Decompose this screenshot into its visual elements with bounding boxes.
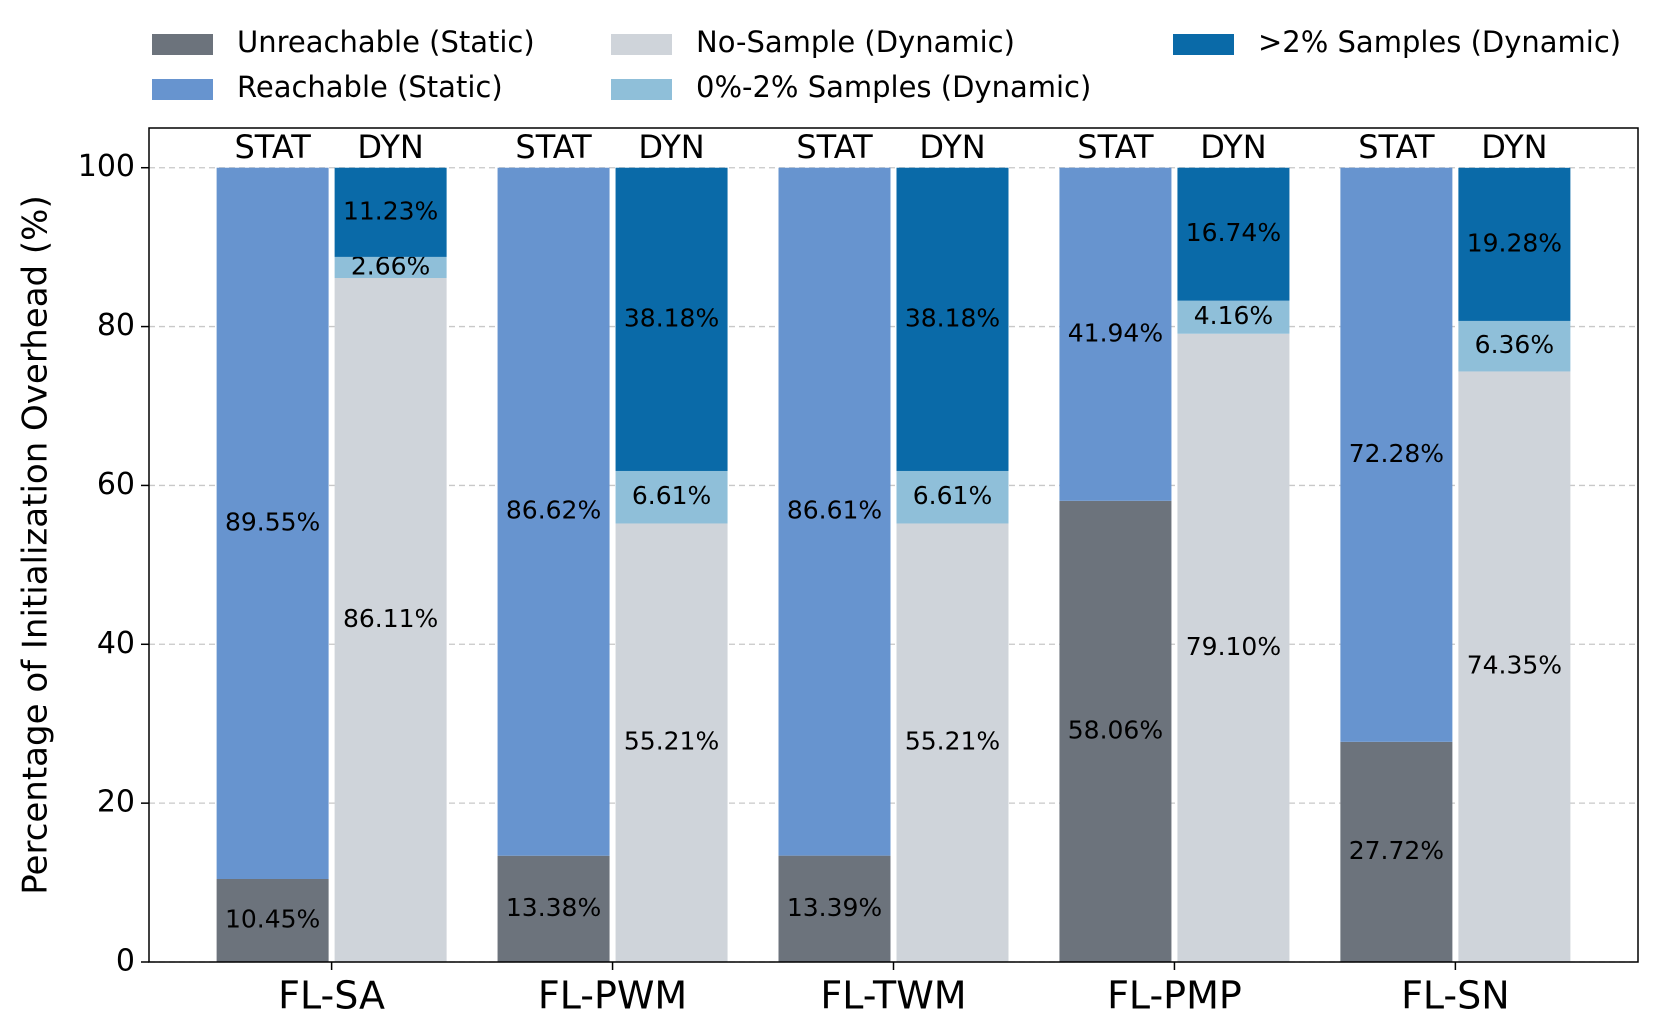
bar-segment [778, 167, 891, 856]
bar-segment [1177, 300, 1290, 334]
value-label: 19.28% [1467, 228, 1562, 257]
value-label: 38.18% [905, 303, 1000, 332]
bar-segment [896, 523, 1009, 962]
stack-label: DYN [357, 128, 423, 166]
y-axis-label: Percentage of Initialization Overhead (%… [16, 195, 56, 895]
value-label: 79.10% [1186, 632, 1281, 661]
value-label: 89.55% [225, 507, 320, 536]
y-tick-label: 60 [97, 467, 135, 502]
value-label: 86.62% [506, 496, 601, 525]
legend-label: No-Sample (Dynamic) [696, 25, 1015, 59]
stack-label: DYN [1481, 128, 1547, 166]
bar-segment [778, 855, 891, 962]
value-label: 13.39% [787, 893, 882, 922]
legend-label: >2% Samples (Dynamic) [1258, 25, 1621, 59]
legend-swatch [611, 34, 672, 55]
stack-label: DYN [638, 128, 704, 166]
stack-label: STAT [1358, 128, 1435, 166]
legend-swatch [152, 34, 213, 55]
bar-segment [1177, 333, 1290, 963]
value-label: 74.35% [1467, 651, 1562, 680]
value-label: 27.72% [1349, 836, 1444, 865]
legend-label: Unreachable (Static) [237, 25, 535, 59]
value-label: 38.18% [624, 303, 719, 332]
bar-segment [334, 167, 447, 257]
bar-segment [216, 167, 329, 879]
bar-segment [896, 470, 1009, 524]
value-label: 16.74% [1186, 218, 1281, 247]
legend-swatch [611, 79, 672, 100]
bar-segment [1059, 500, 1172, 962]
value-label: 13.38% [506, 893, 601, 922]
bar-segment [497, 167, 610, 856]
y-tick-label: 100 [78, 149, 135, 184]
x-tick-label: FL-PWM [538, 974, 687, 1018]
value-label: 11.23% [343, 196, 438, 225]
plot-frame [148, 127, 1639, 963]
bar-segment [1458, 320, 1571, 372]
stack-label: STAT [234, 128, 311, 166]
bar-segment [334, 278, 447, 963]
bar-segment [615, 167, 728, 471]
bar-segment [497, 855, 610, 962]
stack-label: STAT [1077, 128, 1154, 166]
bar-segment [1340, 741, 1453, 962]
x-tick-label: FL-PMP [1107, 974, 1242, 1018]
value-label: 6.61% [632, 481, 711, 510]
y-tick-label: 20 [97, 785, 135, 820]
value-label: 6.36% [1475, 330, 1554, 359]
value-label: 4.16% [1194, 301, 1273, 330]
bar-segment [1340, 167, 1453, 742]
stack-label: STAT [515, 128, 592, 166]
value-label: 55.21% [624, 727, 719, 756]
value-label: 41.94% [1068, 318, 1163, 347]
value-label: 86.61% [787, 496, 882, 525]
x-tick-label: FL-TWM [820, 974, 966, 1018]
y-tick-label: 0 [116, 944, 135, 979]
bar-segment [1458, 167, 1571, 321]
bar-segment [216, 878, 329, 962]
bar-segment [334, 256, 447, 279]
value-label: 6.61% [913, 481, 992, 510]
value-label: 58.06% [1068, 715, 1163, 744]
bar-segment [896, 167, 1009, 471]
value-label: 72.28% [1349, 439, 1444, 468]
bar-segment [1059, 167, 1172, 501]
y-tick-label: 40 [97, 626, 135, 661]
bar-segment [1458, 371, 1571, 962]
x-tick-label: FL-SA [278, 974, 385, 1018]
stack-label: DYN [919, 128, 985, 166]
bar-segment [615, 470, 728, 524]
legend-swatch [152, 79, 213, 100]
value-label: 10.45% [225, 904, 320, 933]
bar-segment [615, 523, 728, 962]
legend-swatch [1173, 34, 1234, 55]
stack-label: DYN [1200, 128, 1266, 166]
value-label: 86.11% [343, 604, 438, 633]
bar-segment [1177, 167, 1290, 301]
legend-label: Reachable (Static) [237, 70, 503, 104]
stack-label: STAT [796, 128, 873, 166]
value-label: 55.21% [905, 727, 1000, 756]
x-tick-label: FL-SN [1401, 974, 1510, 1018]
legend-label: 0%-2% Samples (Dynamic) [696, 70, 1091, 104]
y-tick-label: 80 [97, 308, 135, 343]
